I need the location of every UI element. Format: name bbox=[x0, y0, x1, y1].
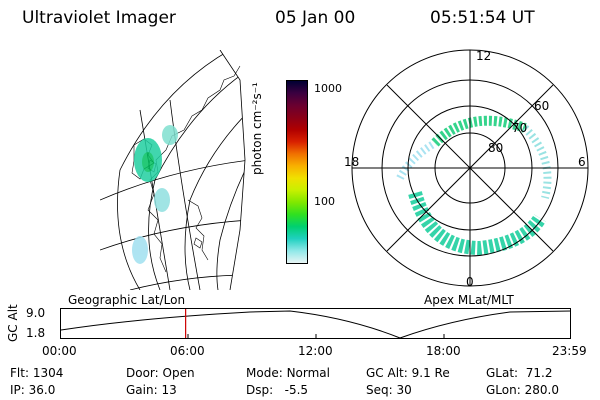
alt-xtick-2359: 23:59 bbox=[552, 344, 587, 358]
mlat-label-60: 60 bbox=[534, 99, 549, 113]
colorbar-tick-1000: 1000 bbox=[314, 82, 342, 95]
status-door: Door: Open bbox=[126, 366, 195, 380]
mlat-label-70: 70 bbox=[512, 121, 527, 135]
mlt-label-6: 6 bbox=[578, 155, 586, 169]
status-dsp: Dsp: -5.5 bbox=[246, 383, 309, 397]
mlt-label-0: 0 bbox=[466, 275, 474, 289]
polar-plot: 12 18 6 0 60 70 80 bbox=[344, 49, 589, 289]
colorbar bbox=[286, 80, 308, 264]
globe-aurora bbox=[132, 125, 178, 264]
alt-ytick-9: 9.0 bbox=[26, 306, 46, 320]
instrument-title: Ultraviolet Imager bbox=[22, 8, 176, 28]
polar-label: Apex MLat/MLT bbox=[424, 293, 514, 307]
alt-xtick-1800: 18:00 bbox=[426, 344, 461, 358]
mlt-label-18: 18 bbox=[344, 155, 359, 169]
status-flt: Flt: 1304 bbox=[10, 366, 64, 380]
mlt-label-12: 12 bbox=[476, 49, 491, 63]
colorbar-tick-100: 100 bbox=[314, 195, 335, 208]
header-time: 05:51:54 UT bbox=[430, 8, 535, 28]
mlat-label-80: 80 bbox=[488, 141, 503, 155]
altitude-plot bbox=[60, 308, 572, 339]
header-date: 05 Jan 00 bbox=[275, 8, 356, 28]
globe-map bbox=[100, 50, 246, 290]
alt-ylabel: GC Alt bbox=[6, 304, 20, 342]
alt-xtick-0600: 06:00 bbox=[170, 344, 205, 358]
status-gcalt: GC Alt: 9.1 Re bbox=[366, 366, 450, 380]
status-glon: GLon: 280.0 bbox=[486, 383, 559, 397]
status-gain: Gain: 13 bbox=[126, 383, 177, 397]
colorbar-label: photon cm⁻²s⁻¹ bbox=[250, 82, 264, 175]
status-seq: Seq: 30 bbox=[366, 383, 412, 397]
status-mode: Mode: Normal bbox=[246, 366, 330, 380]
alt-xtick-0000: 00:00 bbox=[42, 344, 77, 358]
globe-label: Geographic Lat/Lon bbox=[68, 293, 186, 307]
status-ip: IP: 36.0 bbox=[10, 383, 56, 397]
alt-xtick-1200: 12:00 bbox=[298, 344, 333, 358]
alt-ytick-1-8: 1.8 bbox=[26, 326, 46, 340]
status-glat: GLat: 71.2 bbox=[486, 366, 553, 380]
